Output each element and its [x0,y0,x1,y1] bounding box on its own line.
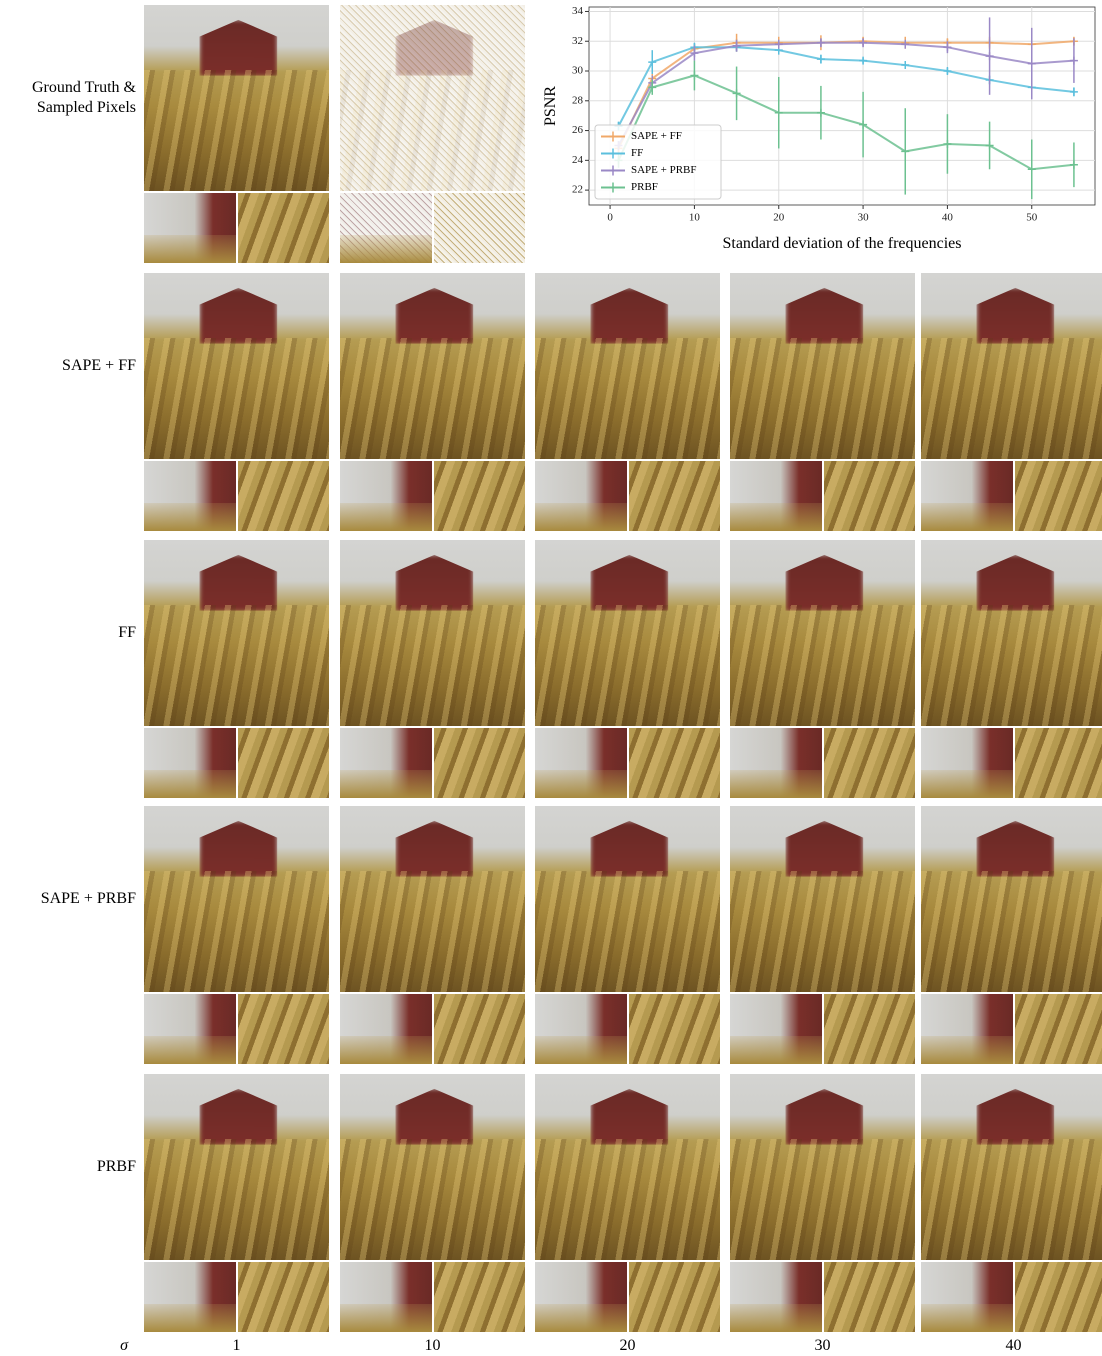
image-crop [238,994,329,1064]
image-crop [824,1262,915,1332]
x-tick-label: 20 [773,212,785,224]
image [340,1074,525,1260]
image-crop [535,461,627,531]
image-crop [434,994,525,1064]
image [340,273,525,459]
image-crop [340,994,432,1064]
image-crop [1015,461,1102,531]
column-label: 10 [393,1336,473,1356]
image-crop [238,461,329,531]
image-crop [340,193,432,263]
legend-label: FF [631,147,643,159]
image [730,540,915,726]
y-tick-label: 34 [572,5,584,17]
image [730,806,915,992]
row-label: Sampled Pixels [0,98,136,118]
legend-label: PRBF [631,181,658,193]
image-crop [921,461,1013,531]
image-crop [1015,1262,1102,1332]
image-crop [144,461,236,531]
legend-label: SAPE + PRBF [631,164,697,176]
x-tick-label: 50 [1026,212,1038,224]
image [535,540,720,726]
y-tick-label: 30 [572,65,584,77]
image-crop [434,461,525,531]
column-label: 1 [197,1336,277,1356]
column-label: 20 [588,1336,668,1356]
image-crop [434,193,525,263]
image-crop [434,1262,525,1332]
image-crop [824,994,915,1064]
chart: 22 24 26 28 30 32 34 0 10 20 30 40 50 Standard deviat… [535,0,1102,262]
image-crop [340,1262,432,1332]
image-crop [629,994,720,1064]
image [921,540,1102,726]
image-crop [1015,994,1102,1064]
image [535,806,720,992]
image-crop [629,1262,720,1332]
image-crop [238,193,329,263]
x-tick-label: 40 [942,212,954,224]
column-label: 40 [974,1336,1054,1356]
row-label: FF [0,623,136,643]
row-label: SAPE + PRBF [0,889,136,909]
row-label: SAPE + FF [0,356,136,376]
y-axis-label: PSNR [542,86,559,126]
image [730,1074,915,1260]
image [340,806,525,992]
x-tick-label: 10 [689,212,701,224]
image [144,806,329,992]
y-tick-label: 26 [572,124,584,136]
image [144,273,329,459]
image [144,1074,329,1260]
image-crop [535,1262,627,1332]
image [144,5,329,191]
column-label: 30 [783,1336,863,1356]
sigma-label: σ [0,1336,128,1356]
image [921,1074,1102,1260]
image-crop [921,994,1013,1064]
image-crop [238,1262,329,1332]
image-crop [144,1262,236,1332]
image-crop [434,728,525,798]
image-crop [340,461,432,531]
image-crop [144,193,236,263]
image [535,1074,720,1260]
image-crop [144,994,236,1064]
legend-label: SAPE + FF [631,130,682,142]
image [340,540,525,726]
x-axis-label: Standard deviation of the frequencies [722,235,961,252]
image [340,5,525,191]
y-tick-label: 32 [572,35,583,47]
image-crop [340,728,432,798]
image-crop [824,461,915,531]
image-crop [629,728,720,798]
image [144,540,329,726]
y-tick-label: 24 [572,154,584,166]
row-label: PRBF [0,1157,136,1177]
image-crop [238,728,329,798]
image [921,806,1102,992]
image [921,273,1102,459]
image-crop [730,1262,822,1332]
image-crop [144,728,236,798]
page: 22 24 26 28 30 32 34 0 10 20 30 40 50 Standard deviat… [0,0,1102,1355]
image-crop [535,728,627,798]
image-crop [730,994,822,1064]
row-label: Ground Truth & [0,78,136,98]
image-crop [921,1262,1013,1332]
y-tick-label: 22 [572,184,583,196]
image [730,273,915,459]
image-crop [629,461,720,531]
image-crop [1015,728,1102,798]
image-crop [824,728,915,798]
image-crop [921,728,1013,798]
image-crop [535,994,627,1064]
image-crop [730,728,822,798]
x-tick-label: 0 [607,212,613,224]
image [535,273,720,459]
x-tick-label: 30 [858,212,870,224]
image-crop [730,461,822,531]
y-tick-label: 28 [572,94,584,106]
